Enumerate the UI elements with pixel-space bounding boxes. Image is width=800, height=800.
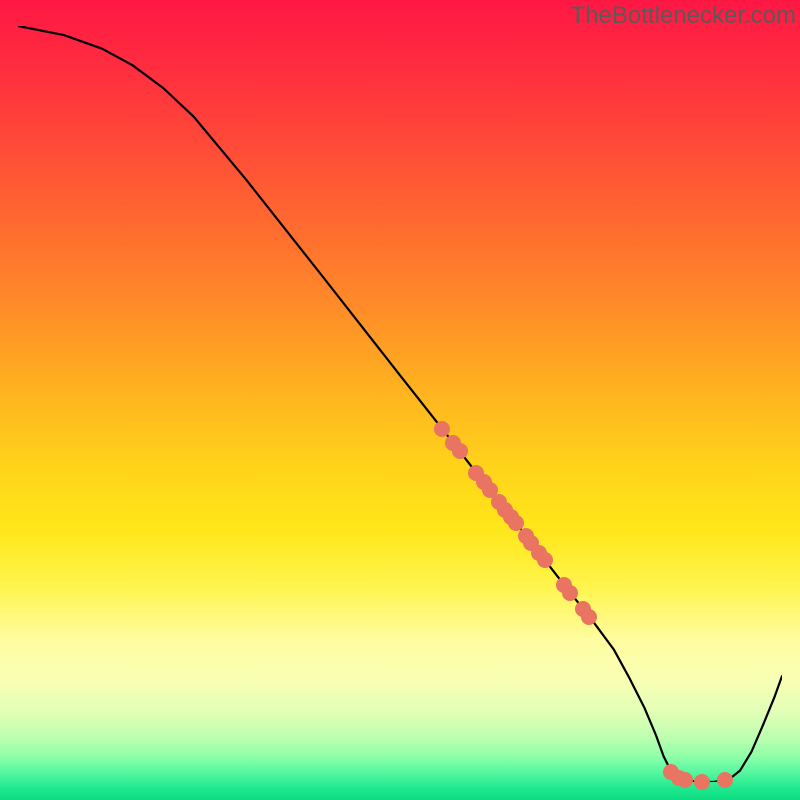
scatter-point (452, 443, 468, 459)
watermark-text: TheBottlenecker.com (571, 2, 796, 30)
scatter-point (717, 772, 733, 788)
scatter-point (581, 609, 597, 625)
scatter-point (562, 585, 578, 601)
scatter-markers (0, 0, 800, 800)
chart-stage: TheBottlenecker.com (0, 0, 800, 800)
scatter-point (694, 774, 710, 790)
scatter-point (434, 421, 450, 437)
scatter-point (677, 772, 693, 788)
scatter-point (537, 552, 553, 568)
